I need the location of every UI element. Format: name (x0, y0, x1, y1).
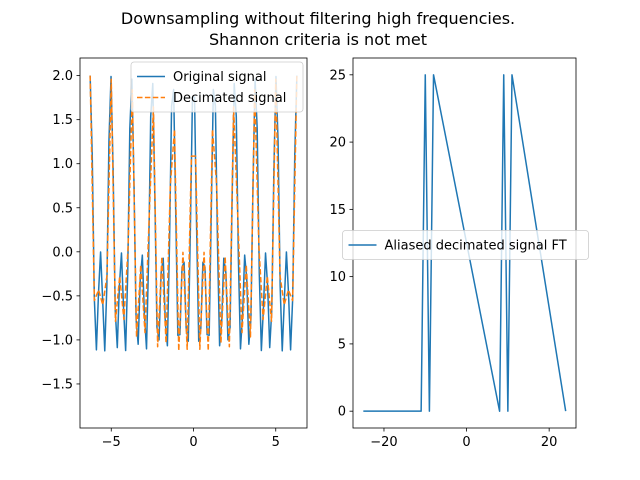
left-ytick-label: 1.0 (52, 157, 73, 172)
right-ytick-label: 20 (329, 136, 346, 151)
left-ytick-label: −1.0 (41, 333, 73, 348)
left-ytick-label: −0.5 (41, 289, 73, 304)
right-legend-box (342, 230, 589, 260)
right-legend-label: Aliased decimated signal FT (385, 239, 567, 254)
figure-title-line2: Shannon criteria is not met (209, 30, 427, 49)
left-ytick-label: 0.0 (52, 245, 73, 260)
right-ytick-label: 25 (329, 68, 346, 83)
right-ytick-label: 10 (329, 270, 346, 285)
left-xtick-label: 5 (272, 435, 280, 450)
left-ytick-label: −1.5 (41, 377, 73, 392)
right-xtick-label: 0 (462, 435, 470, 450)
left-legend-label: Decimated signal (173, 91, 286, 106)
left-legend: Original signal Decimated signal (130, 61, 304, 113)
right-subplot: −20 0 20 0 5 10 15 20 25 Aliased decimated signal… (329, 57, 589, 450)
left-xtick-label: −5 (102, 435, 121, 450)
left-legend-label: Original signal (173, 70, 266, 85)
left-series-decimated-signal-line (89, 75, 298, 352)
right-xtick-label: −20 (370, 435, 397, 450)
left-subplot: −5 0 5 −1.5 −1.0 −0.5 0.0 0.5 1.0 1.5 2.0 Original … (41, 57, 308, 450)
right-xtick-label: 20 (541, 435, 558, 450)
right-ytick-label: 0 (338, 405, 346, 420)
left-xtick-label: 0 (189, 435, 197, 450)
right-ytick-label: 5 (338, 337, 346, 352)
left-legend-box (130, 61, 304, 113)
right-legend: Aliased decimated signal FT (342, 230, 589, 260)
left-ytick-label: 1.5 (52, 113, 73, 128)
right-ytick-label: 15 (329, 203, 346, 218)
left-ytick-label: 2.0 (52, 69, 73, 84)
left-ytick-label: 0.5 (52, 201, 73, 216)
figure-title-line1: Downsampling without filtering high freq… (121, 9, 515, 28)
